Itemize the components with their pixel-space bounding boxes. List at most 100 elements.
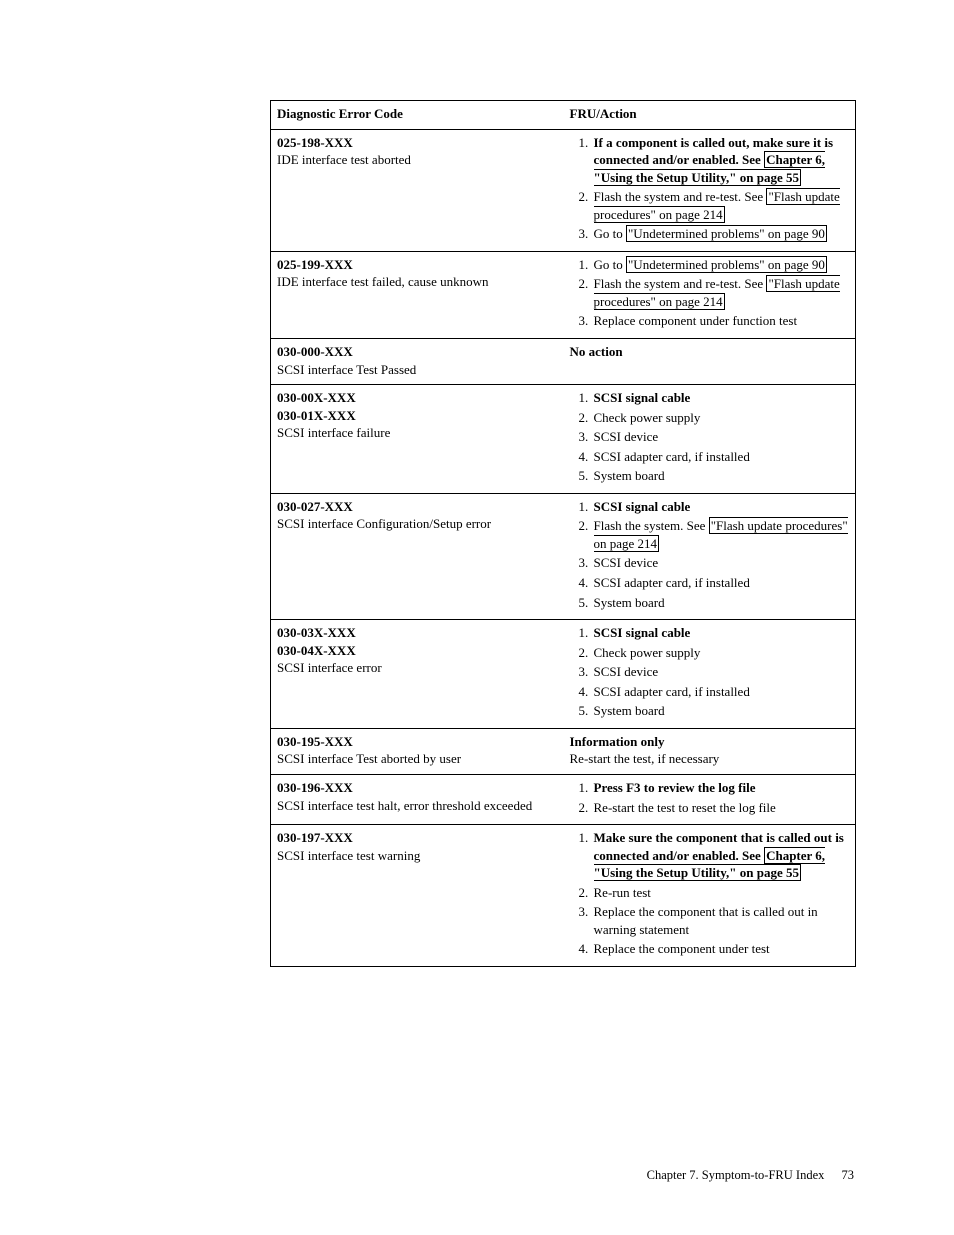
action-list-item: Flash the system. See "Flash update proc… — [592, 517, 850, 552]
table-row: 030-196-XXXSCSI interface test halt, err… — [271, 774, 856, 824]
action-cell: Make sure the component that is called o… — [564, 825, 856, 967]
header-code: Diagnostic Error Code — [271, 101, 564, 130]
action-text: Re-run test — [594, 885, 651, 900]
action-list-item: SCSI device — [592, 663, 850, 681]
action-text: No action — [570, 343, 850, 361]
table-row: 030-03X-XXX030-04X-XXXSCSI interface err… — [271, 620, 856, 729]
code-cell: 030-00X-XXX030-01X-XXXSCSI interface fai… — [271, 385, 564, 494]
code-line: 030-01X-XXX — [277, 407, 558, 425]
code-line: 030-04X-XXX — [277, 642, 558, 660]
action-text: Check power supply — [594, 410, 701, 425]
code-line: SCSI interface Test aborted by user — [277, 750, 558, 768]
action-cell: SCSI signal cable Check power supply SCSI … — [564, 385, 856, 494]
action-list-item: System board — [592, 467, 850, 485]
action-list-item: If a component is called out, make sure … — [592, 134, 850, 187]
code-cell: 030-027-XXXSCSI interface Configuration/… — [271, 493, 564, 619]
action-list-item: System board — [592, 594, 850, 612]
table-row: 025-198-XXXIDE interface test aborted If … — [271, 129, 856, 251]
action-text: Check power supply — [594, 645, 701, 660]
action-list-item: SCSI adapter card, if installed — [592, 448, 850, 466]
code-cell: 025-199-XXXIDE interface test failed, ca… — [271, 251, 564, 338]
code-line: SCSI interface failure — [277, 424, 558, 442]
page-footer: Chapter 7. Symptom-to-FRU Index 73 — [647, 1168, 854, 1183]
action-text: Go to — [594, 226, 627, 241]
action-text: SCSI signal cable — [594, 390, 691, 405]
code-cell: 030-000-XXXSCSI interface Test Passed — [271, 339, 564, 385]
action-text: SCSI signal cable — [594, 625, 691, 640]
action-list: SCSI signal cableFlash the system. See "… — [570, 498, 850, 611]
action-list-item: System board — [592, 702, 850, 720]
action-list-item: Check power supply — [592, 409, 850, 427]
code-line: IDE interface test failed, cause unknown — [277, 273, 558, 291]
action-cell: Information onlyRe-start the test, if ne… — [564, 728, 856, 774]
action-list-item: Replace the component under test — [592, 940, 850, 958]
action-list-item: SCSI adapter card, if installed — [592, 683, 850, 701]
table-row: 030-000-XXXSCSI interface Test Passed No … — [271, 339, 856, 385]
action-text: Go to — [594, 257, 627, 272]
code-cell: 030-03X-XXX030-04X-XXXSCSI interface err… — [271, 620, 564, 729]
table-row: 030-00X-XXX030-01X-XXXSCSI interface fai… — [271, 385, 856, 494]
action-text: Flash the system and re-test. See — [594, 189, 767, 204]
action-list-item: SCSI signal cable — [592, 389, 850, 407]
action-list: Go to "Undetermined problems" on page 90… — [570, 256, 850, 330]
action-cell: Go to "Undetermined problems" on page 90… — [564, 251, 856, 338]
action-list-item: SCSI signal cable — [592, 624, 850, 642]
action-cell: Press F3 to review the log file Re-start … — [564, 774, 856, 824]
code-line: 030-000-XXX — [277, 343, 558, 361]
action-text: Flash the system. See — [594, 518, 709, 533]
action-text: SCSI device — [594, 664, 659, 679]
code-line: 030-00X-XXX — [277, 389, 558, 407]
code-line: 030-027-XXX — [277, 498, 558, 516]
action-list-item: Re-start the test to reset the log file — [592, 799, 850, 817]
code-line: SCSI interface Configuration/Setup error — [277, 515, 558, 533]
code-line: SCSI interface Test Passed — [277, 361, 558, 379]
code-line: SCSI interface test warning — [277, 847, 558, 865]
action-text: Replace component under function test — [594, 313, 798, 328]
code-line: 030-197-XXX — [277, 829, 558, 847]
code-line: 030-03X-XXX — [277, 624, 558, 642]
action-text: Replace the component that is called out… — [594, 904, 818, 937]
table-row: 025-199-XXXIDE interface test failed, ca… — [271, 251, 856, 338]
table-row: 030-027-XXXSCSI interface Configuration/… — [271, 493, 856, 619]
action-list-item: Flash the system and re-test. See "Flash… — [592, 275, 850, 310]
code-cell: 030-197-XXXSCSI interface test warning — [271, 825, 564, 967]
cross-reference-link[interactable]: "Undetermined problems" on page 90 — [626, 225, 827, 242]
code-line: 025-198-XXX — [277, 134, 558, 152]
code-line: 030-196-XXX — [277, 779, 558, 797]
action-list-item: SCSI adapter card, if installed — [592, 574, 850, 592]
action-list-item: SCSI device — [592, 428, 850, 446]
code-line: SCSI interface error — [277, 659, 558, 677]
code-line: SCSI interface test halt, error threshol… — [277, 797, 558, 815]
table-row: 030-197-XXXSCSI interface test warning Ma… — [271, 825, 856, 967]
code-line: IDE interface test aborted — [277, 151, 558, 169]
code-line: 025-199-XXX — [277, 256, 558, 274]
action-text: SCSI adapter card, if installed — [594, 684, 750, 699]
action-list-item: Replace component under function test — [592, 312, 850, 330]
action-list-item: Go to "Undetermined problems" on page 90 — [592, 225, 850, 243]
action-list-item: Re-run test — [592, 884, 850, 902]
action-text: Re-start the test to reset the log file — [594, 800, 776, 815]
action-text: SCSI adapter card, if installed — [594, 449, 750, 464]
action-text: Replace the component under test — [594, 941, 770, 956]
action-text: Re-start the test, if necessary — [570, 750, 850, 768]
action-text: SCSI device — [594, 555, 659, 570]
action-cell: SCSI signal cableFlash the system. See "… — [564, 493, 856, 619]
header-action: FRU/Action — [564, 101, 856, 130]
action-list-item: Make sure the component that is called o… — [592, 829, 850, 882]
action-list-item: Replace the component that is called out… — [592, 903, 850, 938]
action-list-item: Flash the system and re-test. See "Flash… — [592, 188, 850, 223]
action-cell: SCSI signal cable Check power supply SCSI … — [564, 620, 856, 729]
footer-page-number: 73 — [842, 1168, 855, 1182]
action-list: SCSI signal cable Check power supply SCSI … — [570, 624, 850, 720]
action-text: SCSI adapter card, if installed — [594, 575, 750, 590]
action-cell: No action — [564, 339, 856, 385]
action-list: Make sure the component that is called o… — [570, 829, 850, 958]
cross-reference-link[interactable]: "Undetermined problems" on page 90 — [626, 256, 827, 273]
action-text: System board — [594, 468, 665, 483]
action-list: SCSI signal cable Check power supply SCSI … — [570, 389, 850, 485]
action-text: System board — [594, 703, 665, 718]
code-line: 030-195-XXX — [277, 733, 558, 751]
action-list-item: Press F3 to review the log file — [592, 779, 850, 797]
action-text: Flash the system and re-test. See — [594, 276, 767, 291]
table-header-row: Diagnostic Error Code FRU/Action — [271, 101, 856, 130]
